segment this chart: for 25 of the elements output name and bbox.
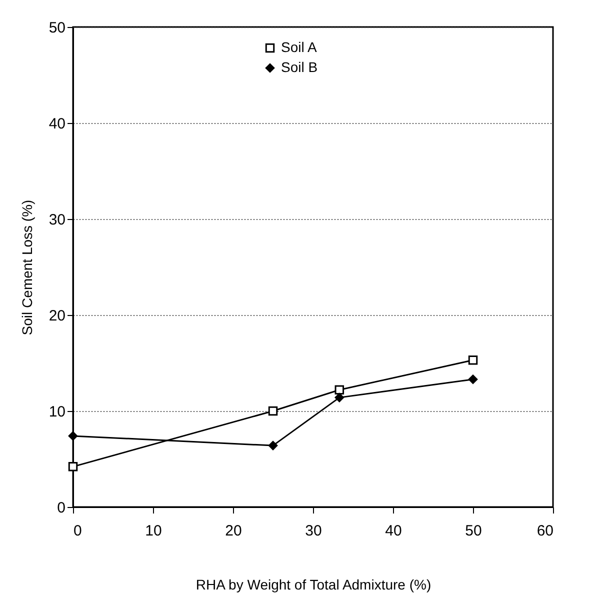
y-tick-label: 10 [48,404,66,420]
x-axis-title: RHA by Weight of Total Admixture (%) [196,576,432,592]
x-tick-label: 40 [385,522,402,540]
x-tick-label: 60 [536,522,554,540]
x-tick-label: 50 [465,522,482,540]
legend-label: Soil B [281,59,318,75]
y-tick-label: 30 [48,212,66,228]
point [68,462,78,472]
y-tick-label: 50 [48,20,66,36]
point [334,385,344,395]
x-tick-label: 0 [74,522,82,540]
point [268,440,278,450]
point [334,392,344,402]
legend-label: Soil A [281,39,318,55]
y-axis-title: Soil Cement Loss (%) [18,200,35,336]
point [68,431,78,441]
point [468,355,478,365]
x-tick-label: 30 [305,522,322,540]
y-tick-label: 20 [48,308,66,324]
point [268,406,278,416]
y-tick-label: 40 [48,116,66,132]
x-tick-label: 10 [145,522,162,540]
x-tick-label: 20 [225,522,242,540]
y-tick-label: 0 [57,500,66,516]
point [468,374,478,384]
